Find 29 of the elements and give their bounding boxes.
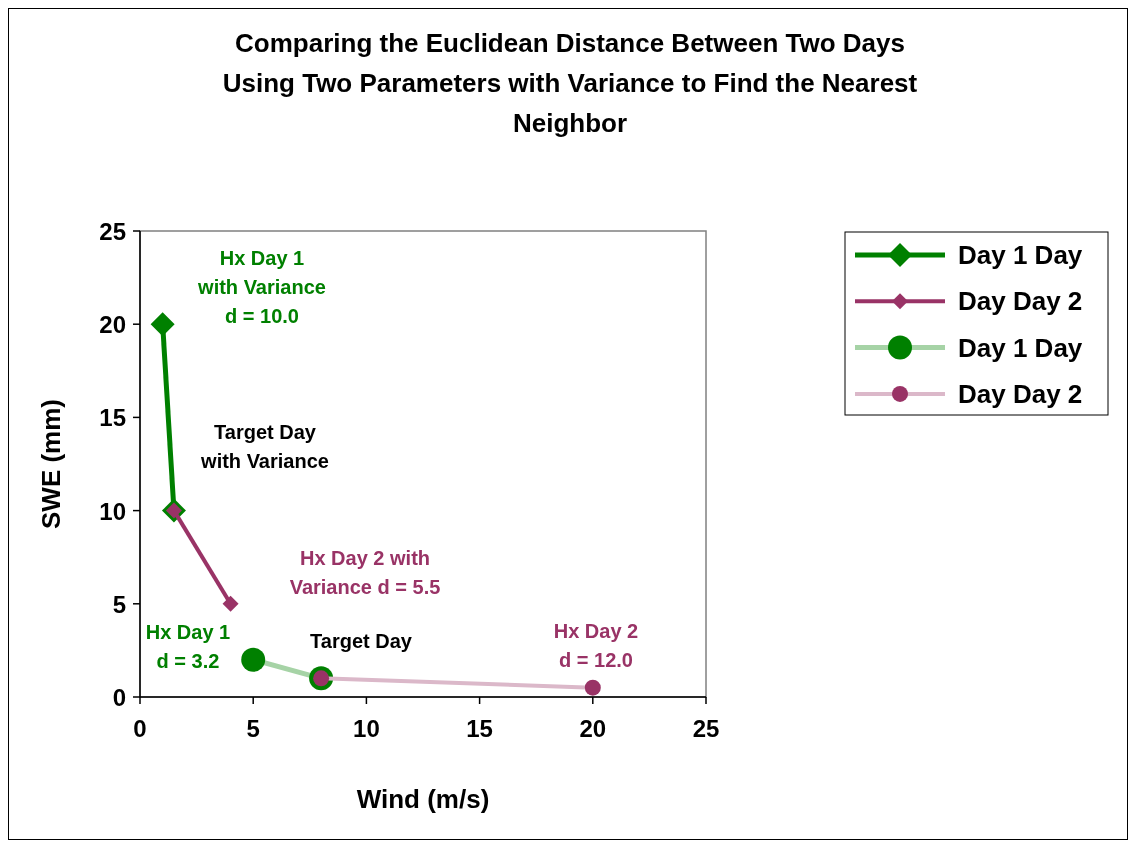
point — [584, 679, 601, 696]
point — [241, 647, 266, 672]
y-tick-label: 10 — [99, 497, 126, 525]
y-tick-label: 0 — [112, 684, 126, 711]
x-tick-label: 0 — [133, 715, 147, 742]
point — [150, 312, 175, 337]
annotation: Hx Day 1 d = 3.2 — [145, 620, 231, 672]
legend-label: Day Day 2 — [958, 286, 1083, 317]
legend-label: Day 1 Day — [958, 332, 1083, 363]
y-tick-label: 15 — [99, 404, 126, 432]
x-tick-label: 25 — [692, 715, 720, 742]
x-axis-title: Wind (m/s) — [356, 784, 490, 814]
point — [222, 595, 239, 612]
annotation: Hx Day 2 with Variance d = 5.5 — [289, 546, 441, 598]
y-tick-label: 25 — [99, 218, 126, 245]
annotation: Hx Day 1 with Variance d = 10.0 — [197, 247, 326, 327]
legend-label: Day 1 Day — [958, 240, 1083, 270]
chart-title: Comparing the Euclidean Distance Between Two Days Using Two Parameters with Variance to Find the Nearest Neighbor — [222, 28, 918, 138]
y-tick-label: 5 — [112, 590, 126, 618]
x-tick-label: 20 — [579, 715, 607, 742]
y-axis-title: SWE (mm) — [36, 399, 66, 529]
x-tick-label: 10 — [353, 715, 380, 742]
y-tick-label: 20 — [99, 311, 126, 339]
x-tick-label: 15 — [466, 715, 493, 742]
annotation: Target Day — [310, 630, 413, 652]
x-tick-label: 5 — [246, 715, 260, 742]
legend-label: Day Day 2 — [958, 378, 1083, 409]
annotation: Target Day with Variance — [200, 420, 329, 472]
annotation: Hx Day 2 d = 12.0 — [553, 619, 639, 671]
